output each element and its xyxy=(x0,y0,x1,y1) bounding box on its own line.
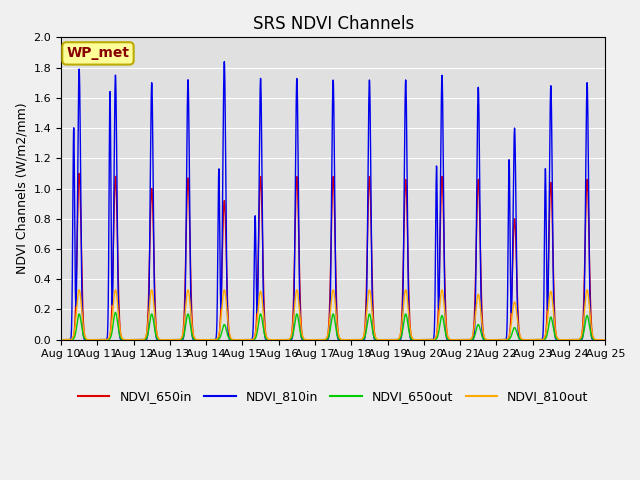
Legend: NDVI_650in, NDVI_810in, NDVI_650out, NDVI_810out: NDVI_650in, NDVI_810in, NDVI_650out, NDV… xyxy=(73,385,593,408)
Title: SRS NDVI Channels: SRS NDVI Channels xyxy=(253,15,414,33)
Text: WP_met: WP_met xyxy=(67,47,129,60)
Y-axis label: NDVI Channels (W/m2/mm): NDVI Channels (W/m2/mm) xyxy=(15,103,28,275)
